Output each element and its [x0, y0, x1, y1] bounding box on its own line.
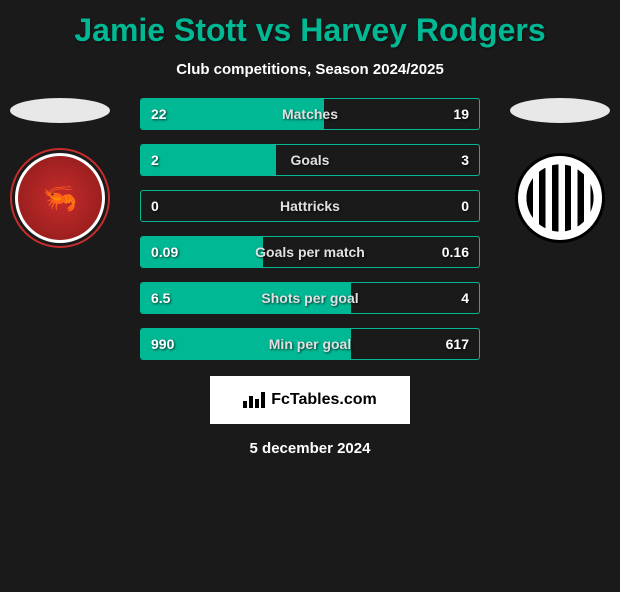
stat-value-left: 0.09: [151, 244, 178, 260]
stat-label: Matches: [282, 106, 338, 122]
stat-value-left: 990: [151, 336, 174, 352]
player-left-column: 🦐: [10, 98, 110, 243]
stat-label: Shots per goal: [261, 290, 358, 306]
stat-value-right: 0.16: [442, 244, 469, 260]
comparison-content: 🦐 22 19 Matches 2 3 Goals 0 0 Hattricks 0.09 0.16 G…: [0, 98, 620, 457]
stat-value-right: 3: [461, 152, 469, 168]
stat-value-right: 4: [461, 290, 469, 306]
comparison-subtitle: Club competitions, Season 2024/2025: [0, 61, 620, 78]
comparison-date: 5 december 2024: [0, 440, 620, 457]
stat-value-right: 617: [446, 336, 469, 352]
stat-label: Min per goal: [269, 336, 351, 352]
stat-row: 22 19 Matches: [140, 98, 480, 130]
logo-text: FcTables.com: [271, 391, 377, 409]
stat-label: Hattricks: [280, 198, 340, 214]
stat-value-left: 0: [151, 198, 159, 214]
fctables-logo: FcTables.com: [210, 376, 410, 424]
stat-row: 6.5 4 Shots per goal: [140, 282, 480, 314]
shrimp-icon: 🦐: [43, 182, 78, 215]
stats-container: 22 19 Matches 2 3 Goals 0 0 Hattricks 0.09 0.16 Goa…: [140, 98, 480, 360]
stat-label: Goals: [291, 152, 330, 168]
stat-label: Goals per match: [255, 244, 365, 260]
stat-bar-left: [141, 145, 276, 175]
stat-value-right: 19: [453, 106, 469, 122]
stat-row: 0.09 0.16 Goals per match: [140, 236, 480, 268]
stat-value-left: 2: [151, 152, 159, 168]
chart-icon: [243, 392, 265, 408]
stat-value-left: 22: [151, 106, 167, 122]
player-right-name-ellipse: [510, 98, 610, 123]
stat-row: 990 617 Min per goal: [140, 328, 480, 360]
stat-value-left: 6.5: [151, 290, 170, 306]
player-left-name-ellipse: [10, 98, 110, 123]
club-crest-right: [515, 153, 605, 243]
comparison-title: Jamie Stott vs Harvey Rodgers: [0, 12, 620, 49]
club-crest-left: 🦐: [15, 153, 105, 243]
player-right-column: [510, 98, 610, 243]
stat-row: 0 0 Hattricks: [140, 190, 480, 222]
stat-value-right: 0: [461, 198, 469, 214]
stat-row: 2 3 Goals: [140, 144, 480, 176]
